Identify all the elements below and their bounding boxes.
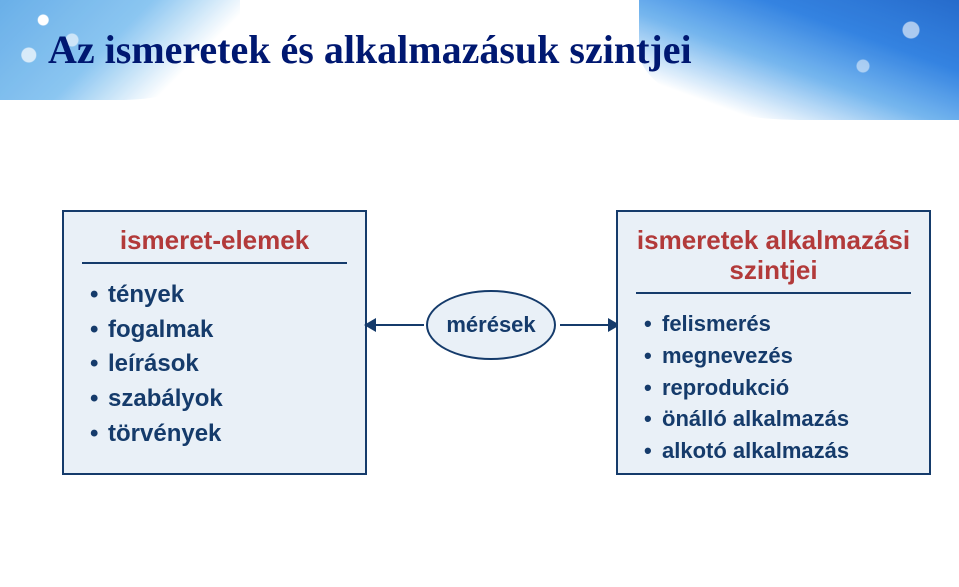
list-item: alkotó alkalmazás [662,435,915,467]
left-box-title: ismeret-elemek [78,226,351,256]
right-box: ismeretek alkalmazási szintjei felismeré… [616,210,931,475]
list-item: szabályok [108,382,351,417]
list-item: leírások [108,347,351,382]
right-box-title: ismeretek alkalmazási szintjei [632,226,915,286]
center-ellipse-label: mérések [446,312,535,338]
left-box-divider [82,262,347,264]
list-item: törvények [108,417,351,452]
list-item: felismerés [662,308,915,340]
arrow-right-line [560,324,612,326]
right-box-list: felismerés megnevezés reprodukció önálló… [632,308,915,467]
list-item: önálló alkalmazás [662,403,915,435]
arrow-left-head-icon [364,318,376,332]
left-box: ismeret-elemek tények fogalmak leírások … [62,210,367,475]
list-item: reprodukció [662,372,915,404]
list-item: megnevezés [662,340,915,372]
list-item: tények [108,278,351,313]
arrow-left-line [372,324,424,326]
center-ellipse: mérések [426,290,556,360]
slide: Az ismeretek és alkalmazásuk szintjei is… [0,0,959,587]
right-box-divider [636,292,911,294]
slide-title: Az ismeretek és alkalmazásuk szintjei [48,26,759,73]
list-item: fogalmak [108,313,351,348]
left-box-list: tények fogalmak leírások szabályok törvé… [78,278,351,452]
